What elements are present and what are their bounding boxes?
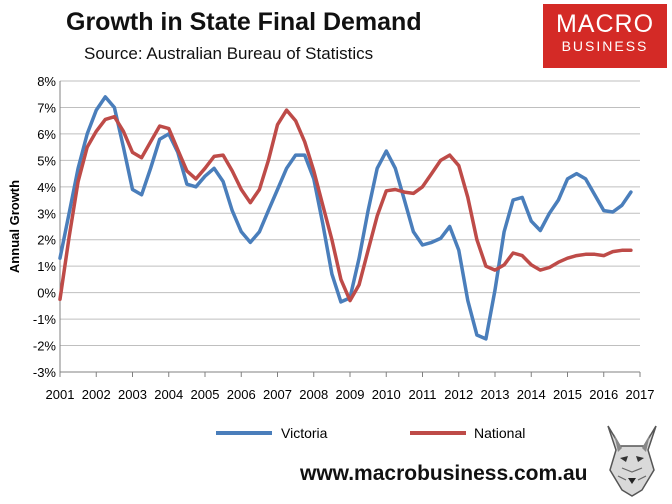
legend-label-national: National bbox=[474, 425, 525, 441]
x-tick-label: 2016 bbox=[589, 387, 618, 402]
series-line-victoria bbox=[58, 95, 633, 341]
wolf-icon bbox=[600, 420, 664, 498]
x-tick-label: 2008 bbox=[299, 387, 328, 402]
y-tick-label: 6% bbox=[37, 127, 56, 142]
tick-labels: -3% -2% -1% 0% 1% 2% 3% 4% 5% 6% 7% 8% 2001 2002 2003 2… bbox=[7, 74, 654, 402]
chart-title: Growth in State Final Demand bbox=[66, 8, 422, 36]
x-tick-label: 2013 bbox=[481, 387, 510, 402]
axes bbox=[59, 81, 641, 377]
legend-label-victoria: Victoria bbox=[281, 425, 328, 441]
y-tick-label: 0% bbox=[37, 286, 56, 301]
y-tick-label: 4% bbox=[37, 180, 56, 195]
logo-line-2: BUSINESS bbox=[561, 38, 649, 54]
x-tick-label: 2006 bbox=[227, 387, 256, 402]
legend: Victoria National bbox=[216, 425, 525, 441]
x-tick-label: 2011 bbox=[409, 387, 437, 402]
x-tick-label: 2012 bbox=[444, 387, 473, 402]
x-tick-label: 2002 bbox=[82, 387, 111, 402]
y-tick-label: 1% bbox=[37, 259, 56, 274]
x-tick-label: 2001 bbox=[46, 387, 75, 402]
y-tick-label: 7% bbox=[37, 100, 56, 115]
x-tick-label: 2014 bbox=[517, 387, 546, 402]
x-tick-label: 2005 bbox=[191, 387, 220, 402]
gridlines bbox=[60, 80, 640, 373]
macro-business-logo: MACRO BUSINESS bbox=[543, 4, 667, 68]
series-lines bbox=[58, 95, 633, 341]
y-tick-label: -1% bbox=[33, 312, 57, 327]
x-tick-label: 2010 bbox=[372, 387, 401, 402]
footer-website-url: www.macrobusiness.com.au bbox=[300, 462, 588, 485]
y-tick-label: -2% bbox=[33, 339, 57, 354]
y-tick-label: 3% bbox=[37, 206, 56, 221]
y-tick-label: -3% bbox=[33, 365, 57, 380]
x-tick-label: 2007 bbox=[263, 387, 292, 402]
x-tick-label: 2009 bbox=[336, 387, 365, 402]
y-tick-label: 5% bbox=[37, 153, 56, 168]
x-tick-label: 2017 bbox=[626, 387, 655, 402]
series-line-national bbox=[58, 108, 633, 303]
x-tick-label: 2003 bbox=[118, 387, 147, 402]
x-tick-label: 2004 bbox=[154, 387, 183, 402]
chart-subtitle: Source: Australian Bureau of Statistics bbox=[84, 44, 374, 63]
x-tick-label: 2015 bbox=[553, 387, 582, 402]
y-tick-label: 2% bbox=[37, 233, 56, 248]
y-tick-label: 8% bbox=[37, 74, 56, 89]
y-axis-label: Annual Growth bbox=[7, 180, 22, 273]
logo-line-1: MACRO bbox=[555, 10, 655, 38]
